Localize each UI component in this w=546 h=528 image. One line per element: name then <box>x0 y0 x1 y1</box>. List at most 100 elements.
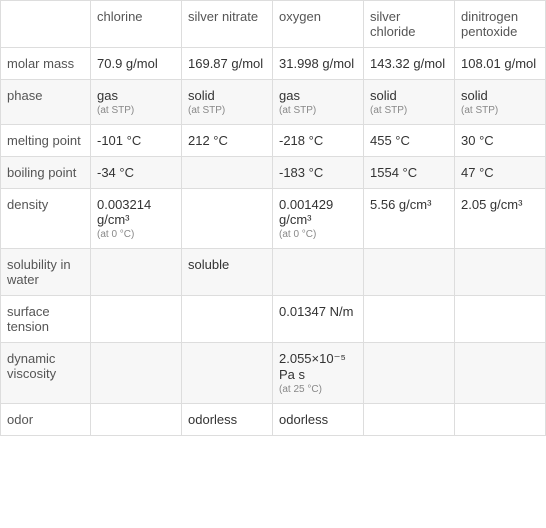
table-cell: 169.87 g/mol <box>182 48 273 80</box>
row-label: surface tension <box>1 296 91 343</box>
table-row: solubility in water soluble <box>1 249 546 296</box>
row-label: dynamic viscosity <box>1 343 91 404</box>
table-cell <box>182 343 273 404</box>
table-cell <box>364 249 455 296</box>
table-cell: -101 °C <box>91 125 182 157</box>
cell-value: -34 °C <box>97 165 134 180</box>
cell-value: gas <box>97 88 118 103</box>
table-cell <box>455 343 546 404</box>
cell-note: (at STP) <box>279 105 357 116</box>
cell-value: solid <box>370 88 397 103</box>
table-cell: 0.01347 N/m <box>273 296 364 343</box>
table-cell: 70.9 g/mol <box>91 48 182 80</box>
cell-value: soluble <box>188 257 229 272</box>
cell-value: 31.998 g/mol <box>279 56 354 71</box>
table-cell: 1554 °C <box>364 157 455 189</box>
table-cell: 0.003214 g/cm³ (at 0 °C) <box>91 189 182 249</box>
cell-value: -183 °C <box>279 165 323 180</box>
table-cell <box>91 296 182 343</box>
cell-value: solid <box>461 88 488 103</box>
table-row: surface tension 0.01347 N/m <box>1 296 546 343</box>
table-cell: gas (at STP) <box>91 80 182 125</box>
table-cell: 47 °C <box>455 157 546 189</box>
table-cell: 31.998 g/mol <box>273 48 364 80</box>
cell-value: 2.055×10⁻⁵ Pa s <box>279 351 346 382</box>
cell-value: 0.003214 g/cm³ <box>97 197 151 227</box>
cell-note: (at STP) <box>461 105 539 116</box>
cell-value: 143.32 g/mol <box>370 56 445 71</box>
table-cell <box>455 296 546 343</box>
cell-note: (at 25 °C) <box>279 384 357 395</box>
table-row: melting point -101 °C 212 °C -218 °C 455 °C 3… <box>1 125 546 157</box>
table-cell <box>182 296 273 343</box>
table-cell <box>91 343 182 404</box>
table-cell: solid (at STP) <box>455 80 546 125</box>
table-cell: -34 °C <box>91 157 182 189</box>
cell-value: 212 °C <box>188 133 228 148</box>
row-label: solubility in water <box>1 249 91 296</box>
table-cell <box>182 157 273 189</box>
table-cell <box>364 296 455 343</box>
cell-value: 2.05 g/cm³ <box>461 197 522 212</box>
table-cell <box>364 343 455 404</box>
table-cell: -218 °C <box>273 125 364 157</box>
table-cell <box>455 249 546 296</box>
table-row: density0.003214 g/cm³ (at 0 °C) 0.001429 g… <box>1 189 546 249</box>
cell-value: 5.56 g/cm³ <box>370 197 431 212</box>
table-cell: odorless <box>273 404 364 436</box>
cell-value: 70.9 g/mol <box>97 56 158 71</box>
cell-note: (at STP) <box>188 105 266 116</box>
cell-value: 47 °C <box>461 165 494 180</box>
table-cell <box>273 249 364 296</box>
table-cell: 143.32 g/mol <box>364 48 455 80</box>
header-cell-blank <box>1 1 91 48</box>
cell-value: 108.01 g/mol <box>461 56 536 71</box>
cell-value: 169.87 g/mol <box>188 56 263 71</box>
header-cell-silver-chloride: silver chloride <box>364 1 455 48</box>
table-cell: solid (at STP) <box>182 80 273 125</box>
cell-note: (at STP) <box>370 105 448 116</box>
cell-value: solid <box>188 88 215 103</box>
cell-value: 1554 °C <box>370 165 417 180</box>
cell-value: -101 °C <box>97 133 141 148</box>
table-row: dynamic viscosity 2.055×10⁻⁵ Pa s (at 25 °… <box>1 343 546 404</box>
table-cell: odorless <box>182 404 273 436</box>
table-cell: 5.56 g/cm³ <box>364 189 455 249</box>
table-cell <box>182 189 273 249</box>
table-cell: solid (at STP) <box>364 80 455 125</box>
table-header-row: chlorine silver nitrate oxygen silver ch… <box>1 1 546 48</box>
table-cell: 455 °C <box>364 125 455 157</box>
header-cell-oxygen: oxygen <box>273 1 364 48</box>
cell-note: (at 0 °C) <box>97 229 175 240</box>
table-cell <box>91 404 182 436</box>
row-label: phase <box>1 80 91 125</box>
row-label: molar mass <box>1 48 91 80</box>
cell-value: 30 °C <box>461 133 494 148</box>
table-cell: gas(at STP) <box>273 80 364 125</box>
table-cell: 212 °C <box>182 125 273 157</box>
cell-value: odorless <box>188 412 237 427</box>
cell-note: (at STP) <box>97 105 175 116</box>
header-cell-silver-nitrate: silver nitrate <box>182 1 273 48</box>
row-label: density <box>1 189 91 249</box>
table-cell: 108.01 g/mol <box>455 48 546 80</box>
cell-value: -218 °C <box>279 133 323 148</box>
table-body: molar mass 70.9 g/mol 169.87 g/mol 31.998 g… <box>1 48 546 436</box>
table-cell <box>455 404 546 436</box>
cell-note: (at 0 °C) <box>279 229 357 240</box>
header-cell-dinitrogen-pentoxide: dinitrogen pentoxide <box>455 1 546 48</box>
table-cell: 2.05 g/cm³ <box>455 189 546 249</box>
row-label: boiling point <box>1 157 91 189</box>
table-row: molar mass 70.9 g/mol 169.87 g/mol 31.998 g… <box>1 48 546 80</box>
table-cell: 30 °C <box>455 125 546 157</box>
table-cell <box>364 404 455 436</box>
table-row: odorodorlessodorless <box>1 404 546 436</box>
table-row: boiling point -34 °C -183 °C 1554 °C 47 °C <box>1 157 546 189</box>
table-cell: soluble <box>182 249 273 296</box>
table-cell: 2.055×10⁻⁵ Pa s (at 25 °C) <box>273 343 364 404</box>
table-row: phasegas(at STP)solid(at STP)gas(at STP)… <box>1 80 546 125</box>
cell-value: 0.001429 g/cm³ <box>279 197 333 227</box>
row-label: melting point <box>1 125 91 157</box>
cell-value: 455 °C <box>370 133 410 148</box>
properties-table: chlorine silver nitrate oxygen silver ch… <box>0 0 546 436</box>
